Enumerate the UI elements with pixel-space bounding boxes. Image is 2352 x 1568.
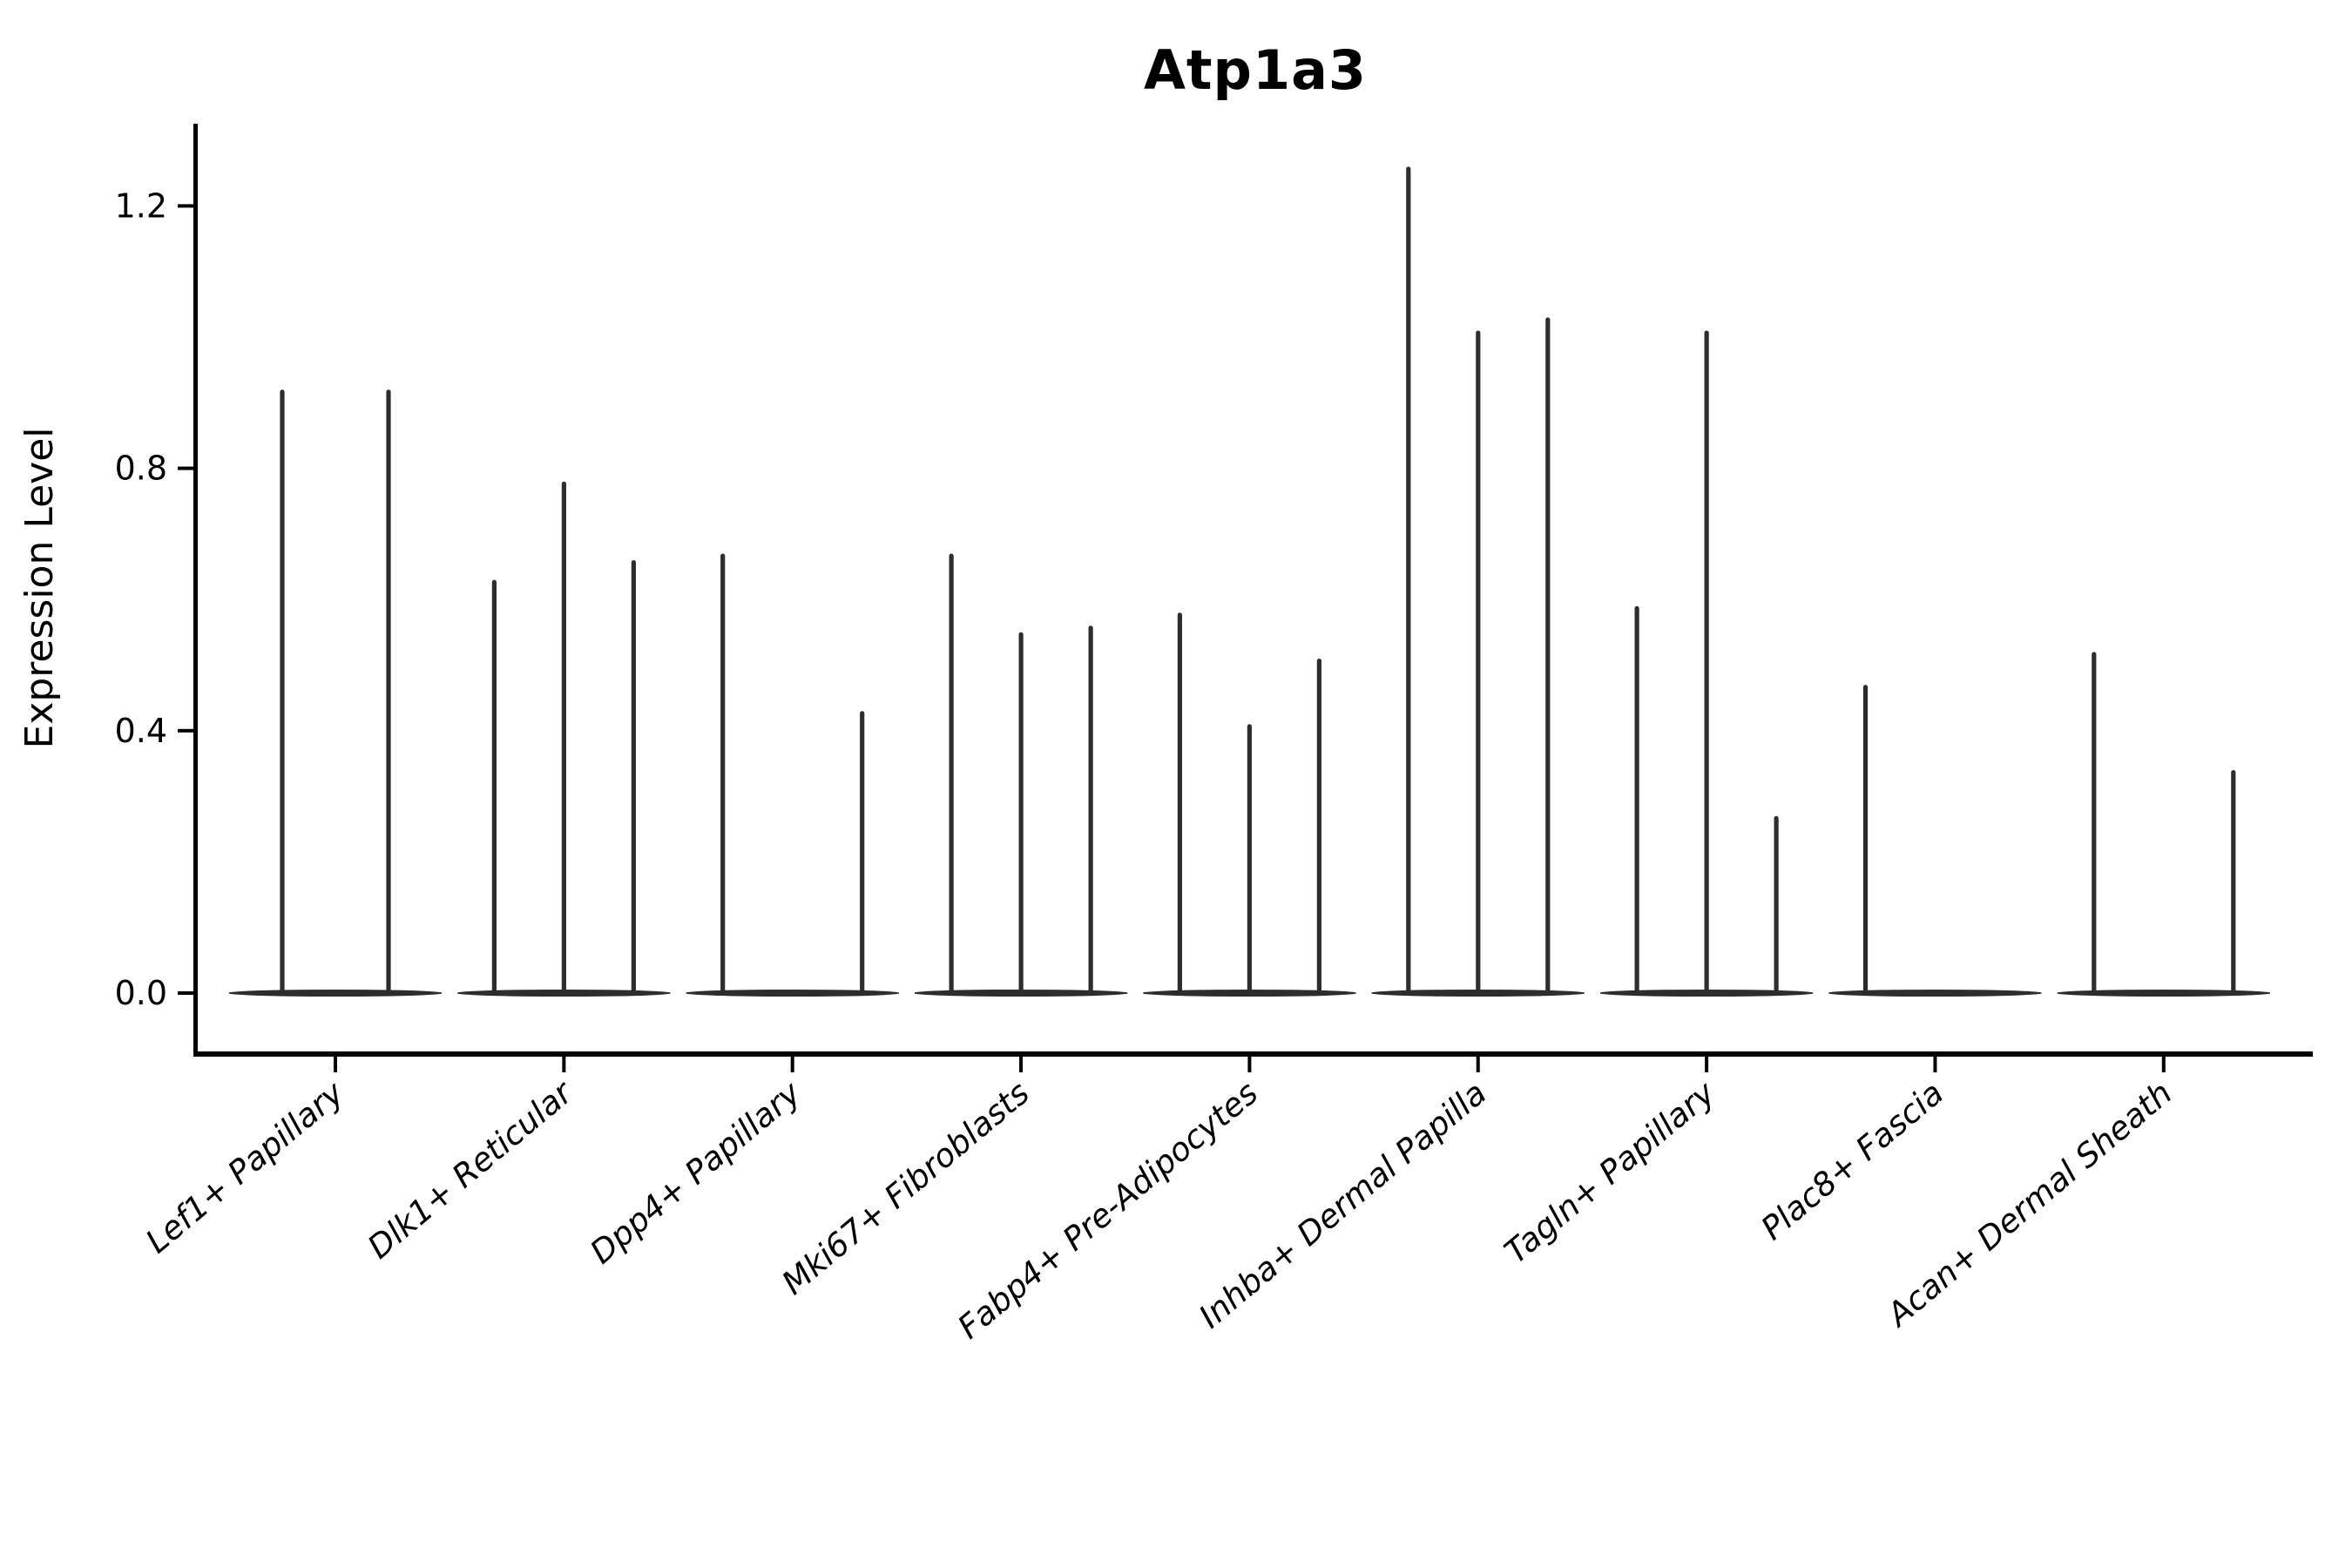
y-tick-label: 0.4: [115, 712, 167, 750]
violin-base: [228, 989, 443, 997]
violin-spike: [720, 553, 726, 996]
violin-spike: [1704, 330, 1709, 996]
violin-base: [457, 989, 671, 997]
x-tick-label: Lef1+ Papillary: [139, 1073, 351, 1260]
chart-title: Atp1a3: [1143, 38, 1368, 102]
x-tick: [562, 1057, 566, 1072]
y-tick-label: 0.8: [115, 449, 167, 488]
x-tick-label: Dlk1+ Reticular: [361, 1072, 581, 1266]
violin-spike: [1862, 685, 1869, 996]
x-tick: [1019, 1057, 1024, 1072]
x-tick: [1247, 1057, 1252, 1072]
y-axis-label: Expression Level: [17, 428, 62, 749]
violin-spike: [2231, 770, 2236, 996]
violin-spike: [1018, 632, 1024, 996]
y-tick: [178, 466, 193, 470]
violin-spike: [631, 560, 636, 996]
violin-base: [1828, 989, 2042, 997]
x-tick: [1476, 1057, 1480, 1072]
x-axis-spine: [193, 1051, 2313, 1057]
violin-base: [1143, 989, 1356, 997]
y-tick-label: 0.0: [115, 974, 167, 1012]
violin-spike: [1634, 605, 1639, 996]
x-tick-label: Mki67+ Fibroblasts: [775, 1074, 1037, 1302]
violin-base: [914, 989, 1128, 997]
violin-spike: [1406, 166, 1411, 996]
violin-spike: [491, 579, 497, 996]
x-tick-label: Plac8+ Fascia: [1754, 1074, 1951, 1247]
violin-spike: [1316, 659, 1321, 996]
violin-spike: [949, 553, 954, 996]
violin-spike: [1247, 724, 1252, 996]
violin-spike: [386, 389, 391, 996]
y-axis-spine: [193, 124, 198, 1056]
x-tick-label: Tagln+ Papillary: [1497, 1073, 1723, 1271]
y-tick: [178, 204, 193, 208]
violin-base: [686, 989, 899, 997]
y-tick: [178, 991, 193, 995]
x-tick: [1705, 1057, 1709, 1072]
violin-spike: [1545, 317, 1551, 996]
violin-spike: [280, 389, 285, 996]
violin-spike: [1177, 612, 1182, 996]
violin-spike: [1774, 815, 1779, 996]
violin-base: [2057, 989, 2270, 997]
violin-spike: [2092, 652, 2097, 996]
violin-spike: [561, 481, 566, 996]
violin-spike: [1088, 625, 1093, 996]
x-tick: [2161, 1057, 2166, 1072]
x-tick-label: Dpp4+ Papillary: [583, 1073, 808, 1271]
violin-spike: [860, 711, 865, 996]
x-tick: [790, 1057, 794, 1072]
y-tick: [178, 728, 193, 733]
x-tick: [1933, 1057, 1937, 1072]
x-tick: [334, 1057, 337, 1072]
violin-base: [1371, 989, 1585, 997]
y-tick-label: 1.2: [115, 186, 167, 225]
violin-spike: [1476, 330, 1481, 996]
violin-base: [1600, 989, 1814, 997]
